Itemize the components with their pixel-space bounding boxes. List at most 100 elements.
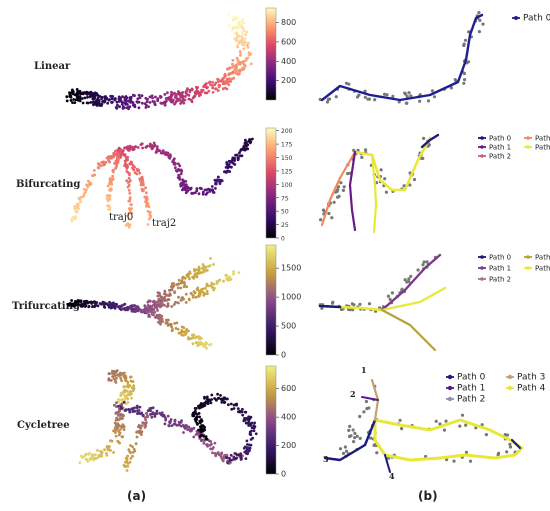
bifurcating-cell-point	[190, 191, 194, 195]
bifurcating-cell-point	[127, 212, 131, 215]
linear-cell-point	[90, 94, 94, 98]
cell-point	[416, 268, 420, 272]
legend-cycletree: Path 0 Path 3 Path 1 Path 4 Path 2	[446, 373, 546, 405]
cycletree-cell-point	[198, 421, 202, 425]
trifurcating-cell-point	[199, 340, 203, 344]
trifurcating-cell-point	[181, 330, 184, 334]
bifurcating-cell-point	[74, 217, 77, 221]
linear-cell-point	[214, 87, 218, 91]
trifurcating-cell-point	[156, 309, 159, 312]
cycletree-cell-point	[124, 408, 128, 411]
trifurcating-cell-point	[193, 336, 197, 340]
bifurcating-cell-point	[82, 187, 86, 191]
trajectory-path	[384, 454, 391, 473]
bifurcating-cell-point	[184, 180, 188, 183]
cell-point	[407, 280, 411, 284]
cycletree-cell-point	[220, 451, 224, 455]
cycletree-cell-point	[201, 429, 205, 433]
cell-point	[363, 95, 367, 99]
trajectory-path	[323, 418, 377, 462]
linear-cell-point	[98, 95, 102, 98]
bifurcating-trajectory-paths	[319, 133, 440, 234]
cycletree-cell-point	[126, 393, 129, 397]
trifurcating-cell-point	[179, 298, 183, 302]
cycletree-cell-point	[247, 446, 250, 450]
linear-cell-point	[200, 88, 204, 92]
cycletree-cell-point	[211, 447, 214, 451]
cell-point	[505, 450, 509, 454]
cell-point	[332, 200, 336, 204]
trifurcating-cell-point	[178, 331, 182, 335]
trifurcating-cell-point	[196, 344, 200, 347]
bifurcating-cell-point	[147, 205, 151, 209]
cell-point	[358, 436, 362, 440]
linear-cell-point	[94, 99, 98, 103]
linear-cell-point	[74, 98, 78, 102]
bifurcating-cell-point	[78, 197, 82, 201]
bifurcating-cell-point	[168, 156, 172, 160]
linear-cell-point	[239, 24, 243, 28]
cycletree-cell-point	[122, 394, 126, 397]
cell-point	[351, 308, 355, 312]
linear-cell-point	[81, 101, 85, 105]
trifurcating-cell-point	[158, 294, 162, 297]
linear-cell-point	[169, 93, 173, 97]
cell-point	[422, 260, 426, 264]
bifurcating-cell-point	[73, 204, 76, 208]
linear-cell-point	[72, 98, 76, 101]
cell-point	[319, 218, 323, 222]
linear-cell-point	[111, 95, 115, 98]
cycletree-cell-point	[252, 426, 256, 430]
bifurcating-cell-point	[161, 149, 165, 153]
trifurcating-cell-point	[209, 257, 213, 260]
bifurcating-cell-point	[137, 169, 141, 173]
trifurcating-cell-point	[152, 303, 155, 307]
cycletree-cell-point	[193, 407, 197, 410]
cycletree-cell-point	[196, 423, 199, 426]
linear-cell-point	[170, 98, 174, 101]
cell-point	[352, 440, 356, 444]
trifurcating-cell-point	[188, 272, 192, 275]
linear-cell-point	[133, 103, 137, 107]
cell-point	[358, 302, 362, 306]
linear-cell-point	[233, 70, 237, 74]
bifurcating-cell-point	[201, 190, 205, 194]
cycletree-cell-point	[206, 401, 210, 405]
linear-cell-point	[228, 66, 231, 70]
linear-cell-point	[85, 90, 89, 94]
bifurcating-cell-point	[115, 162, 119, 166]
bifurcating-cell-point	[111, 174, 114, 178]
trifurcating-cell-point	[170, 288, 174, 292]
colorbar-tick-label: 600	[281, 384, 296, 393]
linear-cell-point	[211, 91, 215, 94]
linear-cell-point	[236, 58, 240, 62]
cell-point	[400, 287, 404, 291]
bifurcating-cell-point	[228, 165, 231, 169]
legend-swatch-marker	[480, 136, 484, 140]
legend-entry-label: Path 0	[523, 14, 550, 24]
cycletree-cell-point	[169, 418, 173, 421]
cell-point	[505, 433, 510, 437]
cycletree-cell-point	[119, 373, 123, 377]
bifurcating-cell-point	[139, 179, 142, 183]
cycletree-cell-point	[242, 419, 246, 423]
cycletree-cell-point	[133, 406, 136, 410]
bifurcating-cell-point	[128, 191, 132, 195]
trifurcating-cell-point	[86, 301, 90, 305]
bifurcating-cell-point	[233, 157, 237, 160]
cycletree-cell-point	[173, 422, 177, 426]
linear-cell-point	[111, 100, 114, 104]
cycletree-cell-point	[123, 385, 126, 389]
linear-cell-point	[120, 100, 124, 104]
row-label-trifurcating: Trifurcating	[12, 301, 80, 312]
cycletree-cell-point	[223, 453, 227, 457]
cycletree-cell-point	[162, 413, 166, 417]
linear-cell-point	[169, 95, 173, 99]
cycletree-cell-point	[187, 425, 191, 429]
cycletree-cell-point	[244, 450, 248, 454]
cycletree-cell-point	[94, 453, 97, 457]
legend-entry-label: Path 1	[457, 384, 485, 394]
linear-cell-point	[86, 95, 89, 99]
legend-entry-label: Path 3	[535, 135, 550, 143]
cycletree-cell-point	[252, 424, 256, 427]
